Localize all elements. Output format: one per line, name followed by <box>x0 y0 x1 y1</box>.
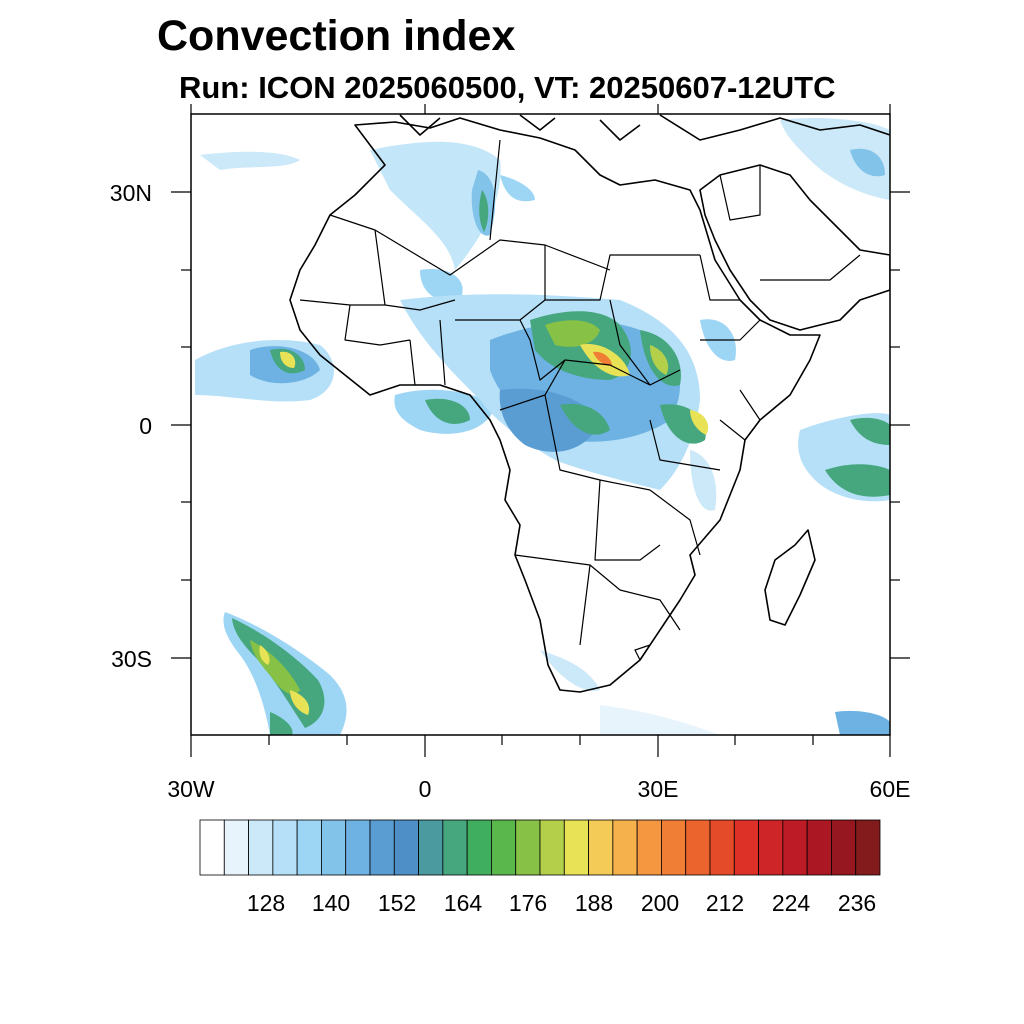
colorbar <box>199 819 881 876</box>
lon-label: 60E <box>869 776 911 802</box>
colorbar-box <box>491 819 517 876</box>
colorbar-label: 128 <box>246 890 286 916</box>
field-patch <box>835 710 890 735</box>
colorbar-box <box>709 819 735 876</box>
colorbar-box <box>782 819 808 876</box>
colorbar-box <box>733 819 759 876</box>
colorbar-box <box>661 819 687 876</box>
colorbar-box <box>272 819 298 876</box>
colorbar-box <box>223 819 249 876</box>
colorbar-label: 140 <box>311 890 351 916</box>
colorbar-box <box>588 819 614 876</box>
field-patch <box>259 645 270 665</box>
europe-coastline <box>399 114 890 141</box>
lat-label: 30S <box>111 646 152 672</box>
lon-label: 30W <box>167 776 215 802</box>
colorbar-box <box>393 819 419 876</box>
colorbar-box <box>466 819 492 876</box>
colorbar-box <box>563 819 589 876</box>
field-patch <box>690 410 709 435</box>
colorbar-box <box>636 819 662 876</box>
colorbar-label: 164 <box>443 890 483 916</box>
colorbar-label: 176 <box>508 890 548 916</box>
lon-label: 30E <box>637 776 679 802</box>
country-borders <box>299 139 861 661</box>
colorbar-label: 200 <box>640 890 680 916</box>
field-patch <box>825 464 890 497</box>
field-patch <box>540 650 600 691</box>
lon-label: 0 <box>418 776 432 802</box>
colorbar-label: 188 <box>574 890 614 916</box>
field-patch <box>290 690 310 715</box>
colorbar-box <box>685 819 711 876</box>
field-patch <box>850 148 885 177</box>
colorbar-box <box>515 819 541 876</box>
colorbar-box <box>418 819 444 876</box>
convection-field <box>195 118 890 735</box>
field-patch <box>479 190 489 232</box>
field-patch <box>500 175 535 202</box>
colorbar-label: 152 <box>377 890 417 916</box>
colorbar-box <box>296 819 322 876</box>
colorbar-box <box>539 819 565 876</box>
field-patch <box>850 417 890 445</box>
colorbar-box <box>758 819 784 876</box>
colorbar-box <box>369 819 395 876</box>
colorbar-box <box>199 819 225 876</box>
colorbar-label: 224 <box>771 890 811 916</box>
lat-label: 30N <box>109 180 152 206</box>
field-patch <box>270 712 293 735</box>
colorbar-box <box>345 819 371 876</box>
colorbar-box <box>806 819 832 876</box>
colorbar-box <box>321 819 347 876</box>
field-patch <box>780 118 890 200</box>
field-patch <box>200 151 300 170</box>
field-patch <box>650 345 669 375</box>
field-patch <box>545 320 600 347</box>
field-patch <box>690 450 717 511</box>
madagascar-coastline <box>764 529 816 626</box>
colorbar-box <box>831 819 857 876</box>
colorbar-box <box>248 819 274 876</box>
colorbar-box <box>855 819 881 876</box>
field-patch <box>370 141 501 270</box>
field-patch <box>593 351 612 366</box>
map-title: Convection index <box>157 12 516 60</box>
colorbar-box <box>442 819 468 876</box>
map-subtitle: Run: ICON 2025060500, VT: 20250607-12UTC <box>179 70 836 105</box>
coastlines <box>289 114 890 693</box>
field-patch <box>600 705 720 735</box>
axis-ticks <box>171 104 910 757</box>
lat-label: 0 <box>139 413 152 439</box>
arabia-coastline <box>699 164 890 331</box>
field-patch <box>420 269 463 302</box>
field-patch <box>425 398 470 424</box>
field-patch <box>560 403 610 435</box>
field-patch <box>280 351 296 368</box>
colorbar-label: 236 <box>837 890 877 916</box>
colorbar-box <box>612 819 638 876</box>
colorbar-label: 212 <box>705 890 745 916</box>
